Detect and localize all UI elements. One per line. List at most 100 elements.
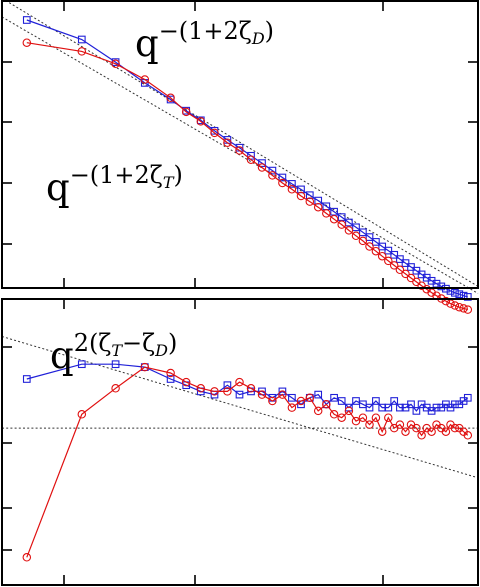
lower-blue-point [77, 360, 86, 369]
upper-red-point [395, 265, 405, 275]
lower-red-point [322, 400, 331, 409]
lower-red-point [246, 384, 256, 393]
lower-red-point [365, 420, 374, 429]
upper-panel: q−(1+2ζD) q−(1+2ζT) [1, 0, 479, 314]
lower-red-point [371, 413, 381, 422]
upper-blue-point [396, 255, 404, 263]
lower-blue-point [451, 400, 459, 409]
upper-panel-frame [1, 0, 479, 289]
upper-blue-point [437, 282, 446, 291]
upper-blue-point [352, 223, 360, 232]
upper-red-point [365, 242, 374, 251]
upper-red-point [77, 47, 87, 56]
lower-red-series-line [26, 366, 469, 558]
lower-red-point [210, 387, 219, 396]
lower-plot-layer [1, 336, 479, 562]
upper-blue-point [401, 259, 410, 267]
lower-red-point [412, 423, 421, 433]
lower-red-point [450, 423, 460, 433]
upper-red-point [371, 246, 381, 256]
upper-blue-point [77, 35, 86, 44]
lower-red-point [329, 410, 339, 419]
lower-red-point [417, 431, 426, 440]
lower-guide-line-1 [1, 336, 479, 479]
upper-red-point [441, 296, 451, 306]
lower-blue-point [432, 403, 441, 412]
lower-red-point [257, 390, 267, 399]
upper-blue-point [365, 233, 374, 241]
lower-red-point [377, 427, 387, 436]
upper-blue-point [455, 290, 464, 299]
lower-red-point [287, 403, 297, 412]
upper-red-point [235, 146, 244, 155]
upper-red-point [305, 197, 315, 206]
upper-red-point [181, 107, 191, 117]
lower-blue-point [390, 397, 399, 405]
upper-red-point [196, 117, 206, 126]
lower-red-point [358, 413, 368, 422]
upper-red-point [459, 304, 468, 313]
upper-blue-point [451, 288, 459, 297]
lower-red-point [278, 390, 287, 399]
upper-blue-point [258, 159, 266, 167]
upper-blue-point [268, 166, 277, 175]
upper-red-point [329, 214, 339, 224]
upper-blue-point [390, 250, 399, 259]
upper-red-point [384, 256, 393, 266]
lower-blue-point [365, 403, 374, 412]
lower-red-point [337, 413, 346, 422]
upper-red-point [246, 155, 256, 164]
lower-red-point [344, 406, 354, 416]
lower-blue-point [314, 390, 323, 399]
lower-blue-point [22, 375, 31, 383]
upper-blue-point [278, 173, 287, 182]
lower-blue-point [384, 403, 393, 412]
upper-blue-point [372, 238, 380, 246]
lower-red-point [384, 413, 393, 422]
upper-red-point [344, 226, 354, 235]
upper-red-point [296, 191, 306, 201]
lower-red-point [22, 553, 32, 562]
lower-red-point [223, 387, 232, 396]
lower-red-point [313, 406, 323, 416]
upper-blue-point [305, 191, 314, 200]
lower-blue-point [223, 381, 232, 390]
upper-red-point [401, 269, 410, 279]
lower-red-point [196, 384, 206, 393]
lower-blue-point [288, 393, 296, 402]
upper-guide-line-2 [1, 16, 479, 294]
lower-red-point [441, 427, 451, 436]
lower-blue-point [111, 360, 120, 369]
lower-red-point [463, 431, 473, 440]
annotation-q-exponent-t: q−(1+2ζT) [46, 161, 183, 209]
upper-red-point [358, 236, 368, 246]
lower-red-point [235, 377, 244, 387]
lower-blue-point [337, 397, 346, 405]
upper-blue-point [345, 218, 353, 227]
lower-red-point [111, 384, 120, 393]
lower-panel-frame [1, 298, 479, 586]
upper-blue-point [359, 228, 367, 237]
lower-blue-point [372, 397, 380, 405]
upper-red-series-line [26, 42, 468, 311]
lower-blue-point [463, 393, 472, 402]
lower-blue-point [235, 390, 244, 399]
upper-blue-point [378, 242, 387, 251]
upper-red-point [111, 59, 120, 69]
annotation-q-exponent-d: q−(1+2ζD) [135, 17, 274, 65]
annotation-q-exponent-ratio: q2(ζT−ζD) [50, 329, 177, 377]
lower-red-point [296, 396, 306, 406]
upper-red-point [322, 209, 331, 218]
upper-red-point [389, 261, 399, 270]
upper-red-point [223, 138, 232, 147]
upper-red-point [313, 202, 323, 212]
lower-blue-point [330, 393, 338, 402]
lower-panel: q2(ζT−ζD) [1, 298, 479, 586]
upper-blue-point [463, 293, 472, 301]
lower-red-point [427, 427, 436, 436]
lower-red-point [77, 410, 87, 419]
upper-red-point [455, 302, 464, 312]
upper-blue-point [22, 16, 31, 24]
upper-red-point [257, 163, 267, 172]
upper-red-point [406, 273, 416, 283]
